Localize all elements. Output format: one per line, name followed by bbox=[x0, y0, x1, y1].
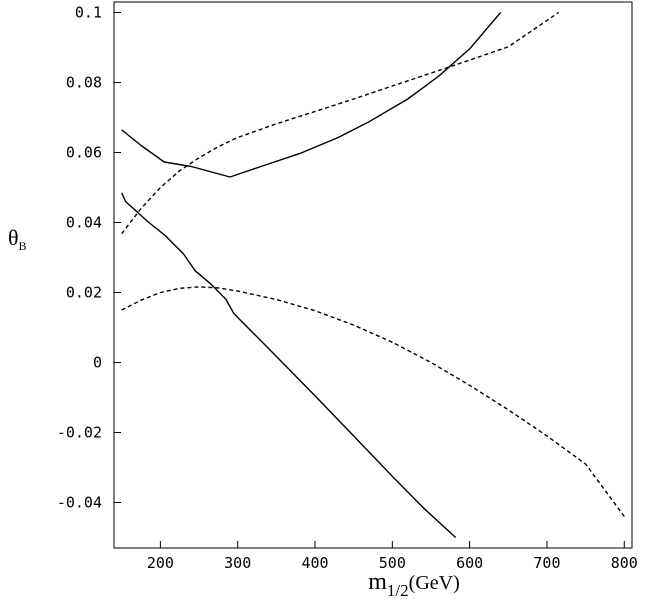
x-tick-label: 400 bbox=[301, 554, 328, 572]
x-tick-label: 600 bbox=[456, 554, 483, 572]
x-axis-label: m1/2(GeV) bbox=[368, 569, 460, 600]
y-tick-label: 0.04 bbox=[66, 214, 102, 232]
x-axis-label-main: m bbox=[368, 569, 387, 595]
x-axis-ticks: 200 300 400 500 600 700 800 bbox=[147, 541, 638, 572]
series-line-1 bbox=[121, 12, 502, 178]
y-tick-label: 0 bbox=[93, 354, 102, 372]
y-axis-label-main: θ bbox=[8, 225, 19, 250]
x-axis-label-subscript: 1/2 bbox=[387, 581, 409, 600]
plot-frame bbox=[113, 1, 633, 549]
y-tick-label: -0.04 bbox=[57, 494, 102, 512]
y-axis-label-subscript: B bbox=[19, 239, 27, 253]
y-tick-label: -0.02 bbox=[57, 424, 102, 442]
series-line-3 bbox=[121, 11, 559, 235]
y-axis-ticks: -0.04 -0.02 0 0.02 0.04 0.06 0.08 0.1 bbox=[57, 4, 121, 512]
y-tick-label: 0.08 bbox=[66, 74, 102, 92]
y-axis-label: θB bbox=[8, 225, 27, 253]
y-tick-label: 0.1 bbox=[75, 4, 102, 22]
x-tick-label: 300 bbox=[224, 554, 251, 572]
series-line-2 bbox=[121, 192, 457, 539]
y-tick-label: 0.02 bbox=[66, 284, 102, 302]
y-tick-label: 0.06 bbox=[66, 144, 102, 162]
x-tick-label: 200 bbox=[147, 554, 174, 572]
x-tick-label: 800 bbox=[611, 554, 638, 572]
series-line-4 bbox=[121, 286, 625, 517]
series-layer bbox=[121, 11, 625, 539]
x-tick-label: 700 bbox=[533, 554, 560, 572]
x-axis-label-unit: (GeV) bbox=[409, 572, 460, 594]
x-tick-label: 500 bbox=[379, 554, 406, 572]
